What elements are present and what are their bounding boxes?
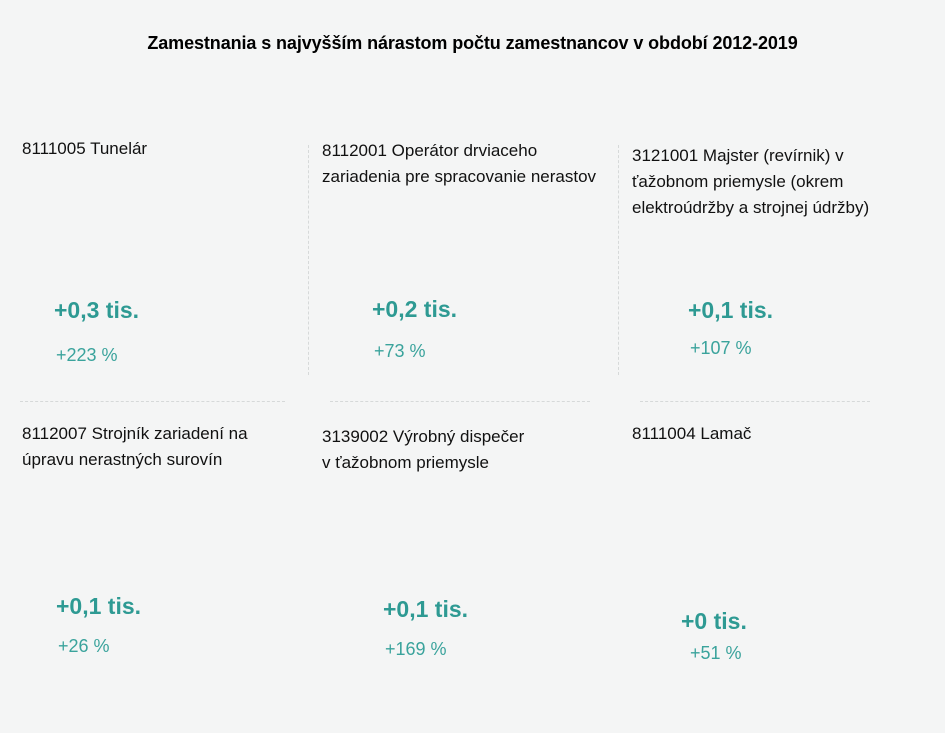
occupation-card: 8112007 Strojník zariadení na úpravu ner…: [22, 0, 292, 733]
percent-change: +73 %: [374, 341, 426, 361]
absolute-change: +0,3 tis.: [54, 297, 140, 323]
percent-change: +223 %: [56, 345, 118, 365]
absolute-change: +0 tis.: [681, 608, 747, 634]
absolute-change: +0,1 tis.: [383, 596, 469, 622]
occupation-label: 8111004 Lamač: [632, 424, 752, 443]
horizontal-divider: [20, 401, 285, 402]
occupation-label: 3139002 Výrobný dispečer v ťažobnom prie…: [322, 427, 525, 472]
occupation-label: 3121001 Majster (revírnik) v ťažobnom pr…: [632, 146, 870, 217]
absolute-change: +0,1 tis.: [56, 593, 142, 619]
percent-change: +51 %: [690, 643, 742, 663]
occupation-label: 8111005 Tunelár: [22, 139, 148, 158]
occupation-card: 8111004 Lamač +0 tis. +51 %: [632, 0, 912, 733]
percent-change: +169 %: [385, 639, 447, 659]
percent-change: +107 %: [690, 338, 752, 358]
occupation-card: 8112001 Operátor drviaceho zariadenia pr…: [322, 0, 602, 733]
absolute-change: +0,1 tis.: [688, 297, 774, 323]
occupation-label: 8112007 Strojník zariadení na úpravu ner…: [22, 424, 248, 469]
percent-change: +26 %: [58, 636, 110, 656]
absolute-change: +0,2 tis.: [372, 296, 458, 322]
occupation-label: 8112001 Operátor drviaceho zariadenia pr…: [322, 141, 597, 186]
occupation-card: 3121001 Majster (revírnik) v ťažobnom pr…: [632, 0, 912, 733]
page-title: Zamestnania s najvyšším nárastom počtu z…: [147, 33, 798, 53]
occupation-card: 3139002 Výrobný dispečer v ťažobnom prie…: [322, 0, 552, 733]
vertical-divider: [618, 145, 619, 375]
vertical-divider: [308, 145, 309, 375]
occupation-card: 8111005 Tunelár +0,3 tis. +223 %: [22, 0, 292, 733]
horizontal-divider: [640, 401, 870, 402]
horizontal-divider: [330, 401, 590, 402]
